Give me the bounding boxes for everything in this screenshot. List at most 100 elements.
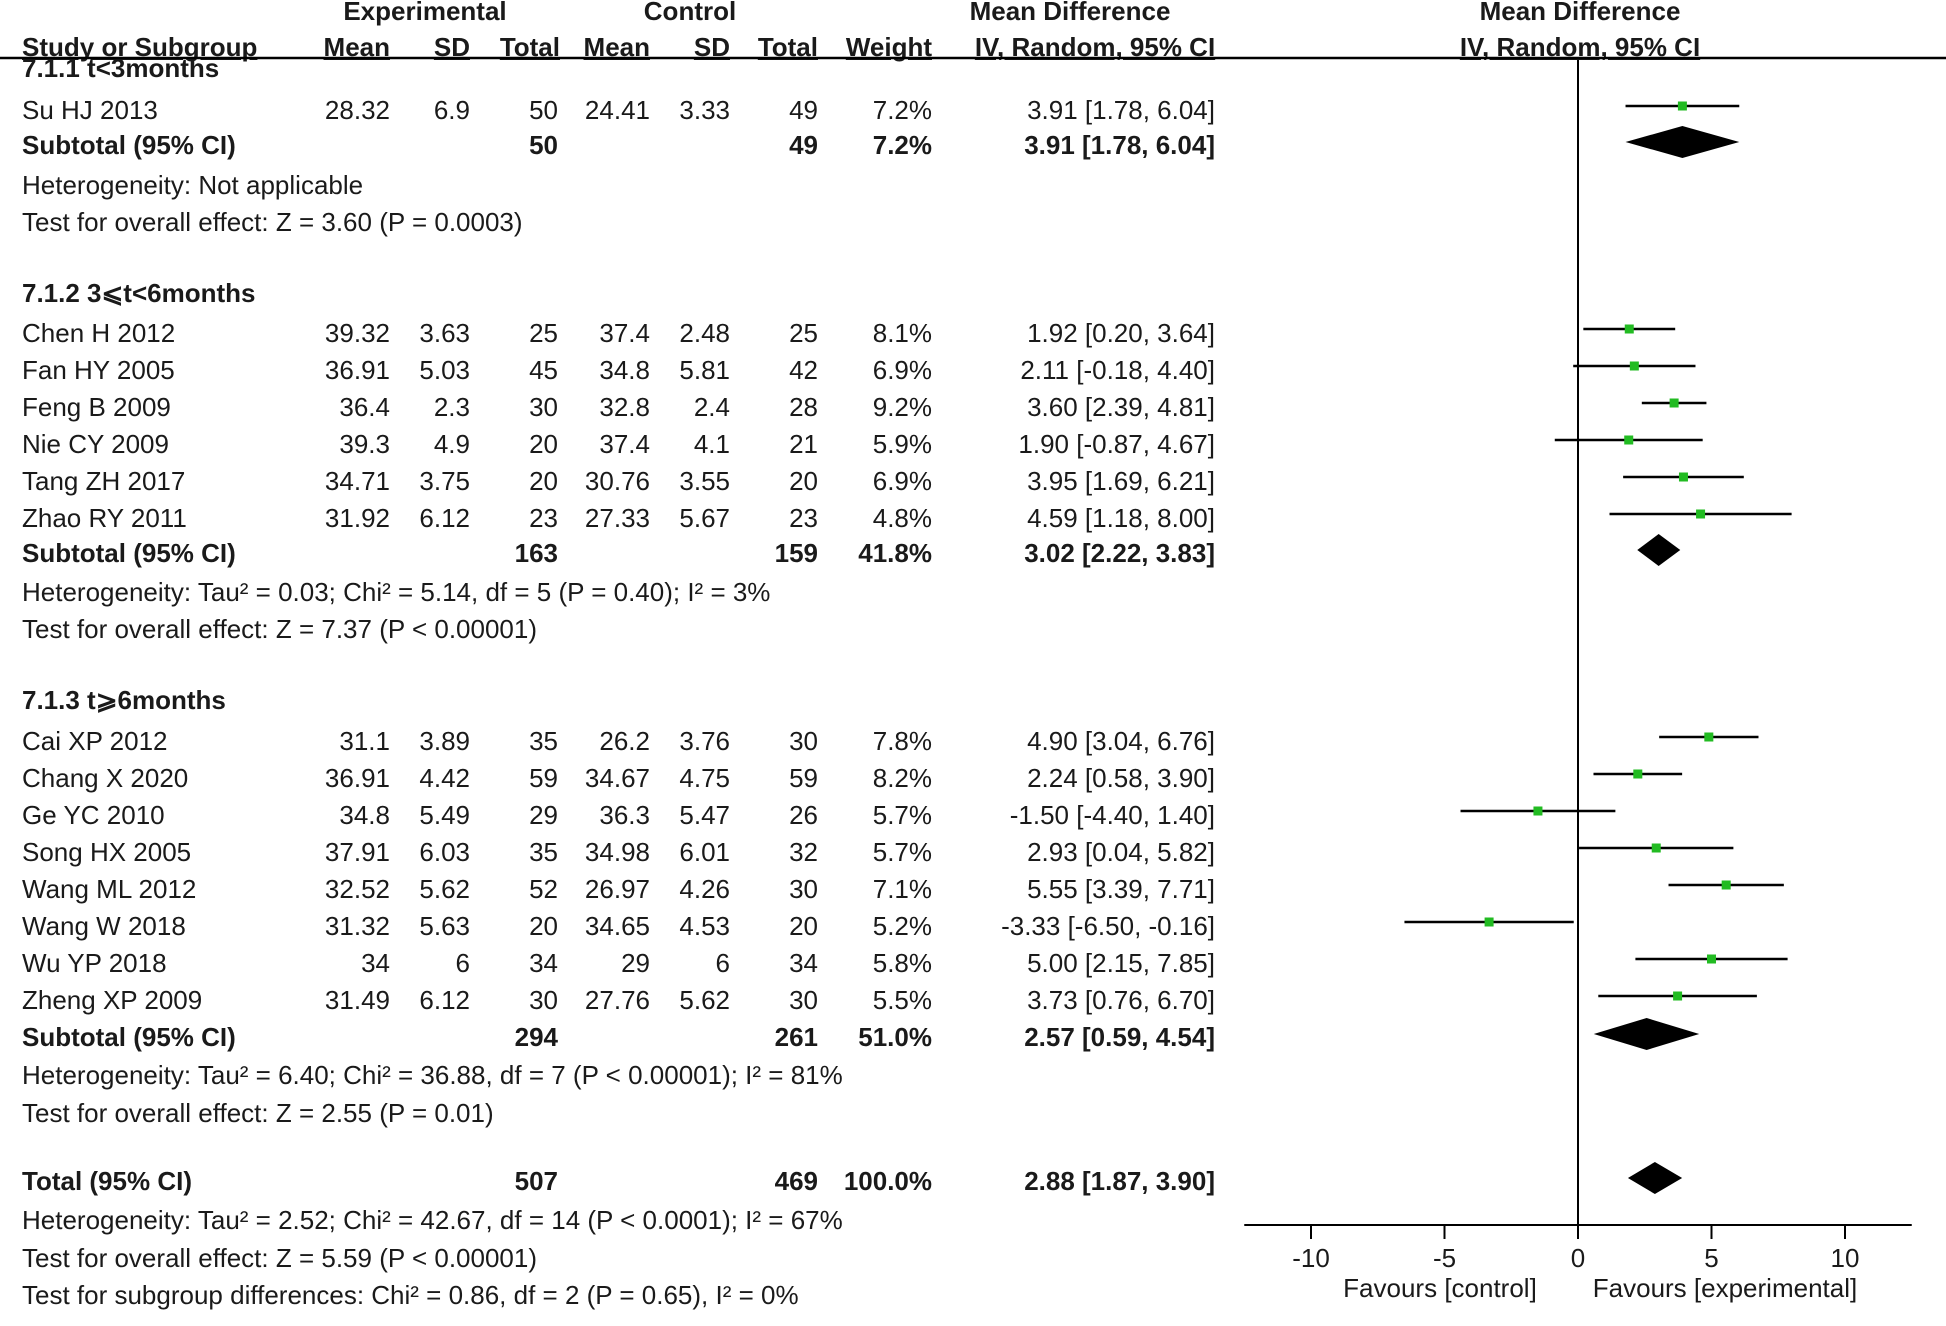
cell-mean-control: 32.8 (599, 392, 650, 422)
cell-mean-experimental: 36.91 (324, 763, 390, 793)
cell-weight: 7.8% (872, 726, 932, 756)
subtotal-mean-difference-ci: 3.91 [1.78, 6.04] (1024, 130, 1215, 160)
subtotal-label: Subtotal (95% CI) (22, 130, 236, 160)
cell-mean-difference-ci: 4.59 [1.18, 8.00] (1027, 503, 1215, 533)
study-point-marker (1533, 806, 1543, 816)
cell-sd-control: 6 (715, 948, 730, 978)
total-diamond (1627, 1162, 1683, 1194)
cell-total-experimental: 45 (529, 355, 558, 385)
cell-sd-experimental: 3.63 (419, 318, 470, 348)
cell-sd-experimental: 4.42 (419, 763, 470, 793)
cell-mean-control: 24.41 (584, 95, 650, 125)
cell-mean-control: 27.76 (584, 985, 650, 1015)
cell-total-control: 30 (789, 874, 818, 904)
cell-mean-control: 36.3 (599, 800, 650, 830)
total-weight: 100.0% (843, 1166, 932, 1196)
subtotal-weight: 51.0% (858, 1022, 932, 1052)
cell-sd-control: 5.67 (679, 503, 730, 533)
cell-mean-difference-ci: 1.90 [-0.87, 4.67] (1018, 429, 1215, 459)
cell-sd-experimental: 6.12 (419, 503, 470, 533)
total-label: Total (95% CI) (22, 1166, 192, 1196)
statistics-text: Test for overall effect: Z = 7.37 (P < 0… (22, 614, 537, 644)
cell-sd-experimental: 5.03 (419, 355, 470, 385)
cell-sd-experimental: 6.12 (419, 985, 470, 1015)
cell-mean-difference-ci: -3.33 [-6.50, -0.16] (1001, 911, 1215, 941)
cell-mean-difference-ci: 3.91 [1.78, 6.04] (1027, 95, 1215, 125)
cell-sd-experimental: 6 (455, 948, 470, 978)
study-point-marker (1629, 361, 1639, 371)
total-total-control: 469 (774, 1166, 818, 1196)
cell-sd-control: 3.55 (679, 466, 730, 496)
cell-mean-experimental: 34.8 (339, 800, 390, 830)
study-point-marker (1633, 769, 1643, 779)
study-point-marker (1721, 880, 1731, 890)
subtotal-mean-difference-ci: 3.02 [2.22, 3.83] (1024, 538, 1215, 568)
study-name: Wang W 2018 (22, 911, 186, 941)
cell-sd-control: 2.48 (679, 318, 730, 348)
study-name: Chang X 2020 (22, 763, 189, 793)
cell-mean-experimental: 39.32 (324, 318, 390, 348)
study-name: Song HX 2005 (22, 837, 192, 867)
cell-weight: 8.1% (872, 318, 932, 348)
header-group-experimental: Experimental (343, 0, 507, 26)
cell-mean-difference-ci: 4.90 [3.04, 6.76] (1027, 726, 1215, 756)
cell-sd-experimental: 6.9 (433, 95, 470, 125)
cell-mean-difference-ci: 3.95 [1.69, 6.21] (1027, 466, 1215, 496)
cell-sd-control: 4.26 (679, 874, 730, 904)
cell-mean-control: 34.98 (584, 837, 650, 867)
cell-total-control: 32 (789, 837, 818, 867)
study-name: Tang ZH 2017 (22, 466, 186, 496)
statistics-text: Heterogeneity: Tau² = 0.03; Chi² = 5.14,… (22, 577, 771, 607)
cell-mean-difference-ci: 1.92 [0.20, 3.64] (1027, 318, 1215, 348)
study-name: Cai XP 2012 (22, 726, 168, 756)
x-axis-tick-label: 0 (1571, 1243, 1585, 1273)
subtotal-diamond (1637, 534, 1681, 566)
cell-total-experimental: 29 (529, 800, 558, 830)
cell-total-experimental: 20 (529, 429, 558, 459)
cell-total-control: 20 (789, 911, 818, 941)
cell-weight: 6.9% (872, 466, 932, 496)
cell-total-control: 30 (789, 985, 818, 1015)
statistics-text: Test for overall effect: Z = 5.59 (P < 0… (22, 1243, 537, 1273)
cell-mean-experimental: 31.32 (324, 911, 390, 941)
study-point-marker (1669, 398, 1679, 408)
cell-total-experimental: 30 (529, 392, 558, 422)
statistics-text: Test for subgroup differences: Chi² = 0.… (22, 1280, 799, 1310)
cell-total-control: 20 (789, 466, 818, 496)
cell-total-experimental: 50 (529, 95, 558, 125)
subtotal-label: Subtotal (95% CI) (22, 538, 236, 568)
cell-sd-experimental: 4.9 (433, 429, 470, 459)
cell-total-control: 25 (789, 318, 818, 348)
cell-sd-control: 4.1 (693, 429, 730, 459)
cell-total-experimental: 52 (529, 874, 558, 904)
cell-mean-experimental: 34 (361, 948, 390, 978)
cell-total-experimental: 20 (529, 911, 558, 941)
cell-mean-control: 37.4 (599, 318, 650, 348)
study-point-marker (1677, 101, 1687, 111)
study-point-marker (1678, 472, 1688, 482)
cell-mean-difference-ci: 2.24 [0.58, 3.90] (1027, 763, 1215, 793)
cell-weight: 7.1% (872, 874, 932, 904)
header-plot-title: Mean Difference (1479, 0, 1681, 26)
cell-weight: 9.2% (872, 392, 932, 422)
cell-weight: 4.8% (872, 503, 932, 533)
cell-mean-experimental: 32.52 (324, 874, 390, 904)
x-axis-tick-label: 5 (1704, 1243, 1718, 1273)
cell-total-control: 49 (789, 95, 818, 125)
cell-weight: 5.9% (872, 429, 932, 459)
cell-total-experimental: 20 (529, 466, 558, 496)
study-name: Su HJ 2013 (22, 95, 158, 125)
cell-mean-experimental: 31.92 (324, 503, 390, 533)
statistics-text: Heterogeneity: Tau² = 6.40; Chi² = 36.88… (22, 1060, 843, 1090)
cell-mean-control: 27.33 (584, 503, 650, 533)
cell-mean-difference-ci: 2.93 [0.04, 5.82] (1027, 837, 1215, 867)
cell-sd-control: 4.53 (679, 911, 730, 941)
statistics-text: Test for overall effect: Z = 2.55 (P = 0… (22, 1098, 494, 1128)
cell-total-experimental: 35 (529, 837, 558, 867)
x-axis-tick-label: -5 (1433, 1243, 1456, 1273)
cell-mean-difference-ci: 5.55 [3.39, 7.71] (1027, 874, 1215, 904)
statistics-text: Heterogeneity: Tau² = 2.52; Chi² = 42.67… (22, 1205, 843, 1235)
cell-mean-difference-ci: -1.50 [-4.40, 1.40] (1009, 800, 1215, 830)
